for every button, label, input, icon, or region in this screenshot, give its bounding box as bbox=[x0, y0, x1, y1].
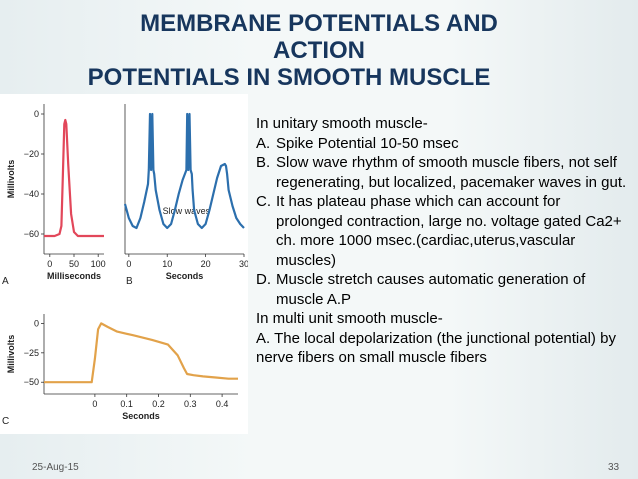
footer-date: 25-Aug-15 bbox=[32, 462, 79, 473]
list-item: A. Spike Potential 10-50 msec bbox=[256, 134, 628, 154]
intro-line: In unitary smooth muscle- bbox=[256, 115, 428, 132]
chart-annotation: Slow waves bbox=[163, 206, 211, 216]
x-tick-label: 10 bbox=[162, 259, 172, 269]
item-text: Slow wave rhythm of smooth muscle fibers… bbox=[276, 154, 627, 191]
title-line: POTENTIALS IN SMOOTH MUSCLE bbox=[87, 64, 491, 91]
y-tick-label: 0 bbox=[34, 109, 39, 119]
item-text: It has plateau phase which can account f… bbox=[276, 193, 622, 269]
x-tick-label: 0 bbox=[92, 399, 97, 409]
item-marker: D. bbox=[256, 271, 271, 288]
x-tick-label: 0.2 bbox=[152, 399, 165, 409]
x-tick-label: 0 bbox=[126, 259, 131, 269]
title-line: ACTION bbox=[273, 37, 365, 64]
list-item: D. Muscle stretch causes automatic gener… bbox=[256, 270, 628, 309]
item-marker: A. bbox=[256, 134, 271, 152]
series-line bbox=[44, 118, 104, 238]
item-marker: B. bbox=[256, 154, 271, 171]
panel-label: B bbox=[126, 276, 133, 287]
x-axis-label: Milliseconds bbox=[47, 271, 101, 281]
figure-svg: 0−20−40−600 50 100MillisecondsMillivoltsA0… bbox=[2, 104, 249, 427]
body-text: In unitary smooth muscle- A. Spike Poten… bbox=[256, 114, 628, 368]
panel-label: A bbox=[2, 276, 9, 287]
page-number: 33 bbox=[608, 462, 620, 473]
y-tick-label: −60 bbox=[24, 229, 39, 239]
multi-unit-heading: In multi unit smooth muscle- bbox=[256, 310, 443, 327]
item-marker: C. bbox=[256, 193, 271, 210]
x-tick-label: 0.4 bbox=[216, 399, 229, 409]
y-tick-label: −25 bbox=[24, 348, 39, 358]
x-tick-label: 20 bbox=[201, 259, 211, 269]
slide-title: MEMBRANE POTENTIALS AND ACTION POTENTIAL… bbox=[0, 10, 638, 91]
series-line bbox=[123, 112, 245, 230]
x-tick-label: 50 bbox=[69, 259, 79, 269]
y-tick-label: −50 bbox=[24, 377, 39, 387]
panel-label: C bbox=[2, 416, 9, 427]
y-axis-label: Millivolts bbox=[6, 335, 16, 374]
membrane-potential-figure: 0 −20 −40 −60 0 50 100 Milliseconds Millivolts A 0… bbox=[0, 94, 249, 434]
list-item: B. Slow wave rhythm of smooth muscle fib… bbox=[256, 153, 628, 192]
y-tick-label: −20 bbox=[24, 149, 39, 159]
x-tick-label: 100 bbox=[91, 259, 106, 269]
item-text: Muscle stretch causes automatic generati… bbox=[276, 271, 586, 308]
list-item: C. It has plateau phase which can accoun… bbox=[256, 192, 628, 270]
y-tick-label: −40 bbox=[24, 189, 39, 199]
x-axis-label: Seconds bbox=[166, 271, 204, 281]
x-tick-label: 0.3 bbox=[184, 399, 197, 409]
x-axis-label: Seconds bbox=[122, 411, 160, 421]
x-tick-label: 0 bbox=[47, 259, 52, 269]
x-tick-label: 0.1 bbox=[120, 399, 133, 409]
series-line bbox=[44, 322, 238, 384]
item-text: Spike Potential 10-50 msec bbox=[276, 134, 459, 152]
y-axis-label: Millivolts bbox=[6, 160, 16, 199]
title-line: MEMBRANE POTENTIALS AND bbox=[140, 10, 498, 37]
multi-unit-text: A. The local depolarization (the junctio… bbox=[256, 329, 616, 367]
x-tick-label: 30 bbox=[239, 259, 248, 269]
y-tick-label: 0 bbox=[34, 318, 39, 328]
